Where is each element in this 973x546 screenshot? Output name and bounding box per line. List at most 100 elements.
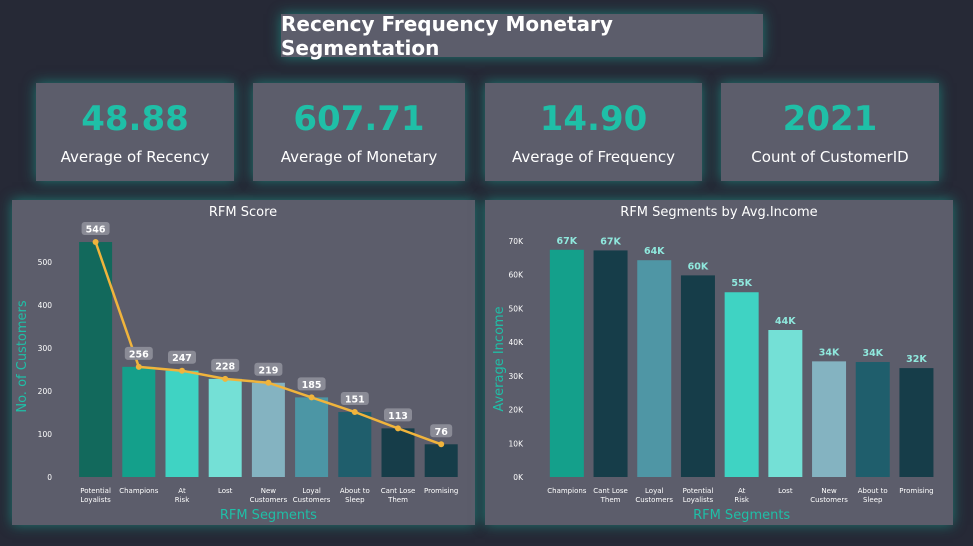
trend-point[interactable] bbox=[135, 363, 142, 370]
kpi-label: Average of Recency bbox=[60, 148, 210, 166]
bar-cant-lose-them[interactable] bbox=[381, 428, 415, 477]
x-tick-label: New bbox=[821, 487, 837, 495]
y-tick-label: 10K bbox=[509, 439, 525, 448]
x-tick-label: Customers bbox=[293, 496, 331, 504]
bar-champions[interactable] bbox=[549, 249, 584, 477]
data-label: 185 bbox=[302, 380, 322, 391]
bar-loyal-customers[interactable] bbox=[637, 260, 672, 477]
kpi-card-monetary[interactable]: 607.71 Average of Monetary bbox=[253, 83, 465, 181]
x-tick-label: Loyalists bbox=[683, 496, 714, 504]
x-tick-label: Risk bbox=[734, 496, 749, 504]
trend-point[interactable] bbox=[92, 239, 99, 246]
bar-at-risk[interactable] bbox=[165, 370, 199, 477]
y-tick-label: 500 bbox=[38, 258, 53, 267]
data-label: 55K bbox=[731, 278, 752, 289]
data-label: 34K bbox=[862, 348, 883, 359]
x-tick-label: Sleep bbox=[345, 496, 365, 504]
trend-point[interactable] bbox=[351, 409, 358, 416]
kpi-label: Average of Monetary bbox=[280, 148, 438, 166]
dashboard-title: Recency Frequency Monetary Segmentation bbox=[281, 12, 763, 60]
x-tick-label: Loyal bbox=[302, 487, 320, 495]
data-label: 151 bbox=[345, 395, 365, 406]
x-tick-label: Potential bbox=[683, 487, 714, 495]
trend-point[interactable] bbox=[395, 425, 401, 432]
x-tick-label: Potential bbox=[80, 487, 111, 495]
bar-at-risk[interactable] bbox=[724, 292, 759, 477]
rfm-score-panel: RFM Score 0 100 200 300 400 500 No. of Customer… bbox=[12, 200, 475, 525]
data-label: 76 bbox=[435, 427, 449, 438]
data-label: 219 bbox=[258, 365, 278, 376]
data-label: 67K bbox=[600, 236, 621, 247]
y-axis-label: Average Income bbox=[492, 306, 507, 411]
chart-title: RFM Segments by Avg.Income bbox=[620, 205, 817, 220]
y-tick-label: 300 bbox=[38, 344, 53, 353]
x-tick-label: Cant Lose bbox=[593, 487, 628, 495]
data-label: 64K bbox=[644, 246, 665, 257]
x-tick-label: Promising bbox=[424, 487, 458, 495]
x-tick-label: Customers bbox=[635, 496, 673, 504]
y-tick-label: 200 bbox=[38, 387, 53, 396]
kpi-value: 2021 bbox=[782, 99, 878, 139]
bar-potential-loyalists[interactable] bbox=[79, 242, 113, 477]
x-tick-label: Lost bbox=[218, 487, 233, 495]
kpi-value: 48.88 bbox=[81, 99, 189, 139]
data-label-box bbox=[430, 424, 453, 438]
data-label: 32K bbox=[906, 354, 927, 365]
data-label: 228 bbox=[215, 361, 235, 372]
x-tick-label: Sleep bbox=[863, 496, 883, 504]
y-tick-label: 70K bbox=[509, 237, 525, 246]
kpi-card-frequency[interactable]: 14.90 Average of Frequency bbox=[485, 83, 702, 181]
y-tick-label: 20K bbox=[509, 406, 525, 415]
x-tick-label: Customers bbox=[250, 496, 288, 504]
data-label: 44K bbox=[775, 316, 796, 327]
x-tick-label: Lost bbox=[778, 487, 793, 495]
x-tick-label: Them bbox=[600, 496, 621, 504]
y-tick-label: 50K bbox=[509, 304, 525, 313]
trend-point[interactable] bbox=[308, 394, 315, 401]
trend-point[interactable] bbox=[222, 375, 229, 382]
data-label-box bbox=[297, 377, 326, 391]
data-label: 60K bbox=[688, 261, 709, 272]
data-label-box bbox=[254, 362, 283, 376]
y-tick-label: 400 bbox=[38, 301, 53, 310]
bar-loyal-customers[interactable] bbox=[295, 397, 329, 477]
bar-champions[interactable] bbox=[122, 366, 156, 477]
data-label-box bbox=[124, 346, 153, 360]
x-axis-label: RFM Segments bbox=[693, 508, 790, 523]
y-tick-label: 100 bbox=[38, 430, 53, 439]
bar-about-to-sleep[interactable] bbox=[855, 362, 890, 477]
x-tick-label: Them bbox=[387, 496, 408, 504]
y-tick-label: 30K bbox=[509, 372, 525, 381]
bar-lost[interactable] bbox=[768, 330, 803, 477]
x-tick-label: At bbox=[178, 487, 186, 495]
trend-point[interactable] bbox=[265, 379, 272, 386]
bar-lost[interactable] bbox=[208, 378, 242, 477]
kpi-value: 607.71 bbox=[293, 99, 425, 139]
bar-promising[interactable] bbox=[424, 444, 458, 477]
kpi-card-recency[interactable]: 48.88 Average of Recency bbox=[36, 83, 234, 181]
data-label: 247 bbox=[172, 353, 192, 364]
kpi-value: 14.90 bbox=[539, 99, 648, 139]
trend-point[interactable] bbox=[179, 367, 185, 374]
x-tick-label: Cant Lose bbox=[381, 487, 416, 495]
y-tick-label: 60K bbox=[509, 271, 525, 280]
x-tick-label: At bbox=[738, 487, 746, 495]
data-label: 546 bbox=[86, 225, 106, 236]
x-tick-label: About to bbox=[340, 487, 370, 495]
kpi-card-count[interactable]: 2021 Count of CustomerID bbox=[721, 83, 939, 181]
bar-potential-loyalists[interactable] bbox=[680, 275, 715, 477]
bar-new-customers[interactable] bbox=[251, 382, 285, 477]
bar-cant-lose-them[interactable] bbox=[593, 250, 628, 477]
bar-new-customers[interactable] bbox=[812, 361, 847, 477]
avg-income-panel: RFM Segments by Avg.Income 0K 10K 20K 30K 40K… bbox=[485, 200, 953, 525]
data-label-box bbox=[168, 350, 196, 364]
bar-promising[interactable] bbox=[899, 368, 934, 477]
rfm-score-chart[interactable]: RFM Score 0 100 200 300 400 500 No. of Customer… bbox=[12, 200, 475, 525]
data-label-box bbox=[384, 408, 412, 422]
trend-point[interactable] bbox=[438, 441, 445, 448]
y-tick-label: 0 bbox=[47, 473, 52, 482]
x-tick-label: Champions bbox=[119, 487, 159, 495]
bar-about-to-sleep[interactable] bbox=[338, 412, 372, 477]
x-tick-label: New bbox=[261, 487, 277, 495]
avg-income-chart[interactable]: RFM Segments by Avg.Income 0K 10K 20K 30K 40K… bbox=[485, 200, 953, 525]
